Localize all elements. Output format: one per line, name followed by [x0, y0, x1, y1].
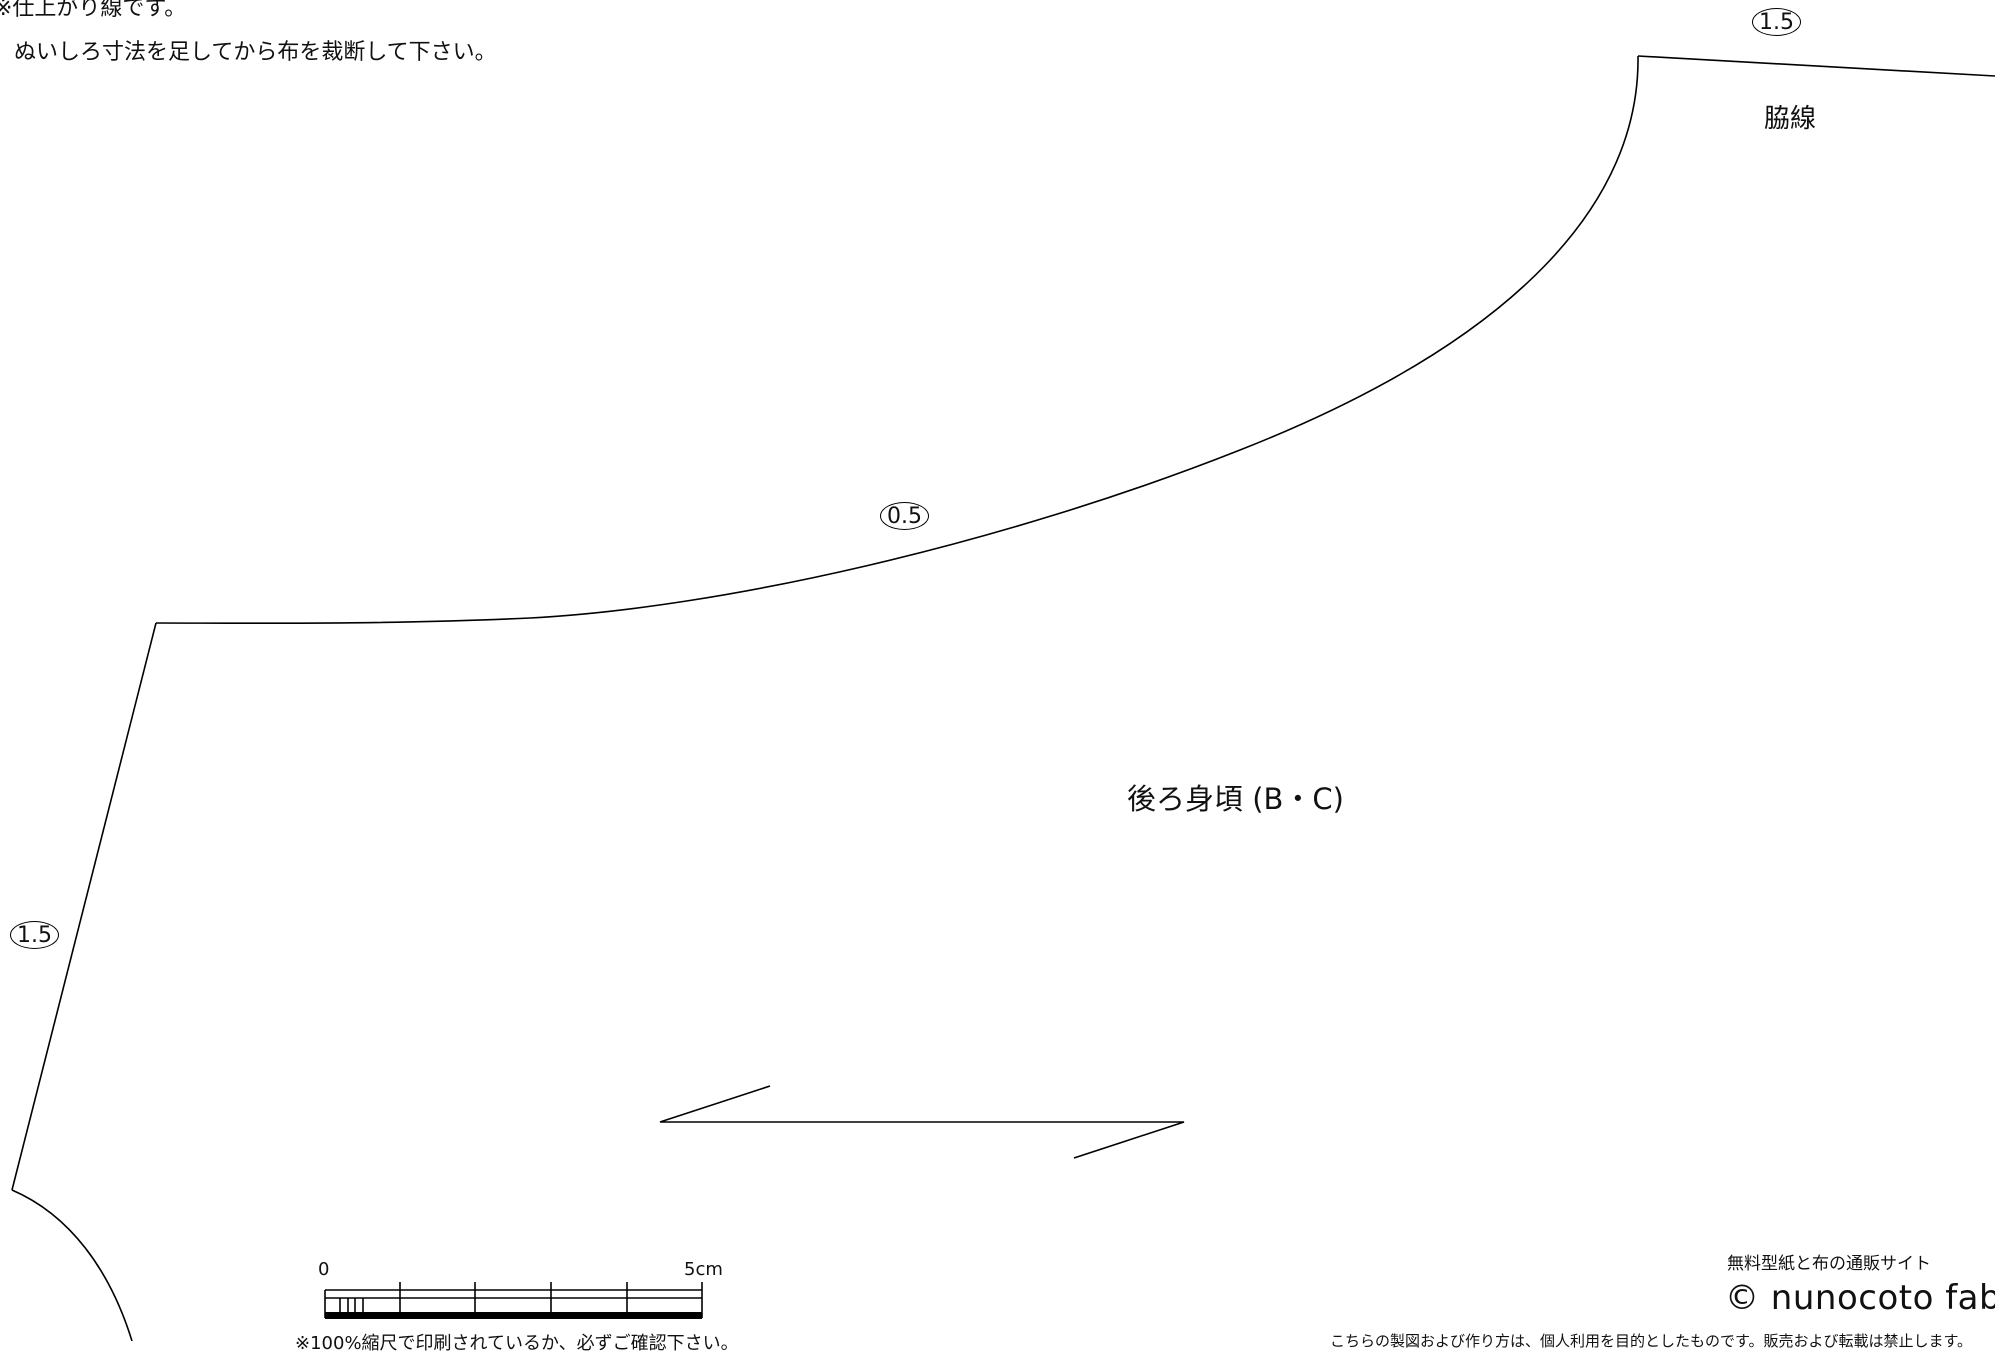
finish-line-note: ※仕上がり線です。: [0, 0, 187, 21]
grainline-arrow-icon: [659, 1085, 1185, 1159]
side-line-label: 脇線: [1764, 104, 1817, 134]
hem-curve: [11, 1189, 133, 1341]
pattern-piece-title: 後ろ身頃 (B・C): [1127, 782, 1344, 816]
copyright-text: © nunocoto fabric: [1725, 1278, 1995, 1318]
shoulder-line: [1637, 55, 1995, 77]
seam-allowance-left-value: 1.5: [10, 921, 59, 949]
site-description: 無料型紙と布の通販サイト: [1727, 1254, 1931, 1274]
center-back-line: [11, 622, 157, 1191]
scale-ruler: [324, 1282, 703, 1319]
seam-allowance-neck: 0.5: [880, 502, 929, 530]
seam-allowance-top: 1.5: [1752, 8, 1801, 36]
seam-allowance-top-value: 1.5: [1752, 8, 1801, 36]
seam-allowance-note: ぬいしろ寸法を足してから布を裁断して下さい。: [14, 40, 497, 65]
seam-allowance-left: 1.5: [10, 921, 59, 949]
scale-start-label: 0: [318, 1259, 330, 1280]
scale-end-label: 5cm: [684, 1259, 723, 1280]
neckline-curve: [155, 55, 1639, 625]
seam-allowance-neck-value: 0.5: [880, 502, 929, 530]
print-scale-note: ※100%縮尺で印刷されているか、必ずご確認下さい。: [295, 1333, 739, 1354]
